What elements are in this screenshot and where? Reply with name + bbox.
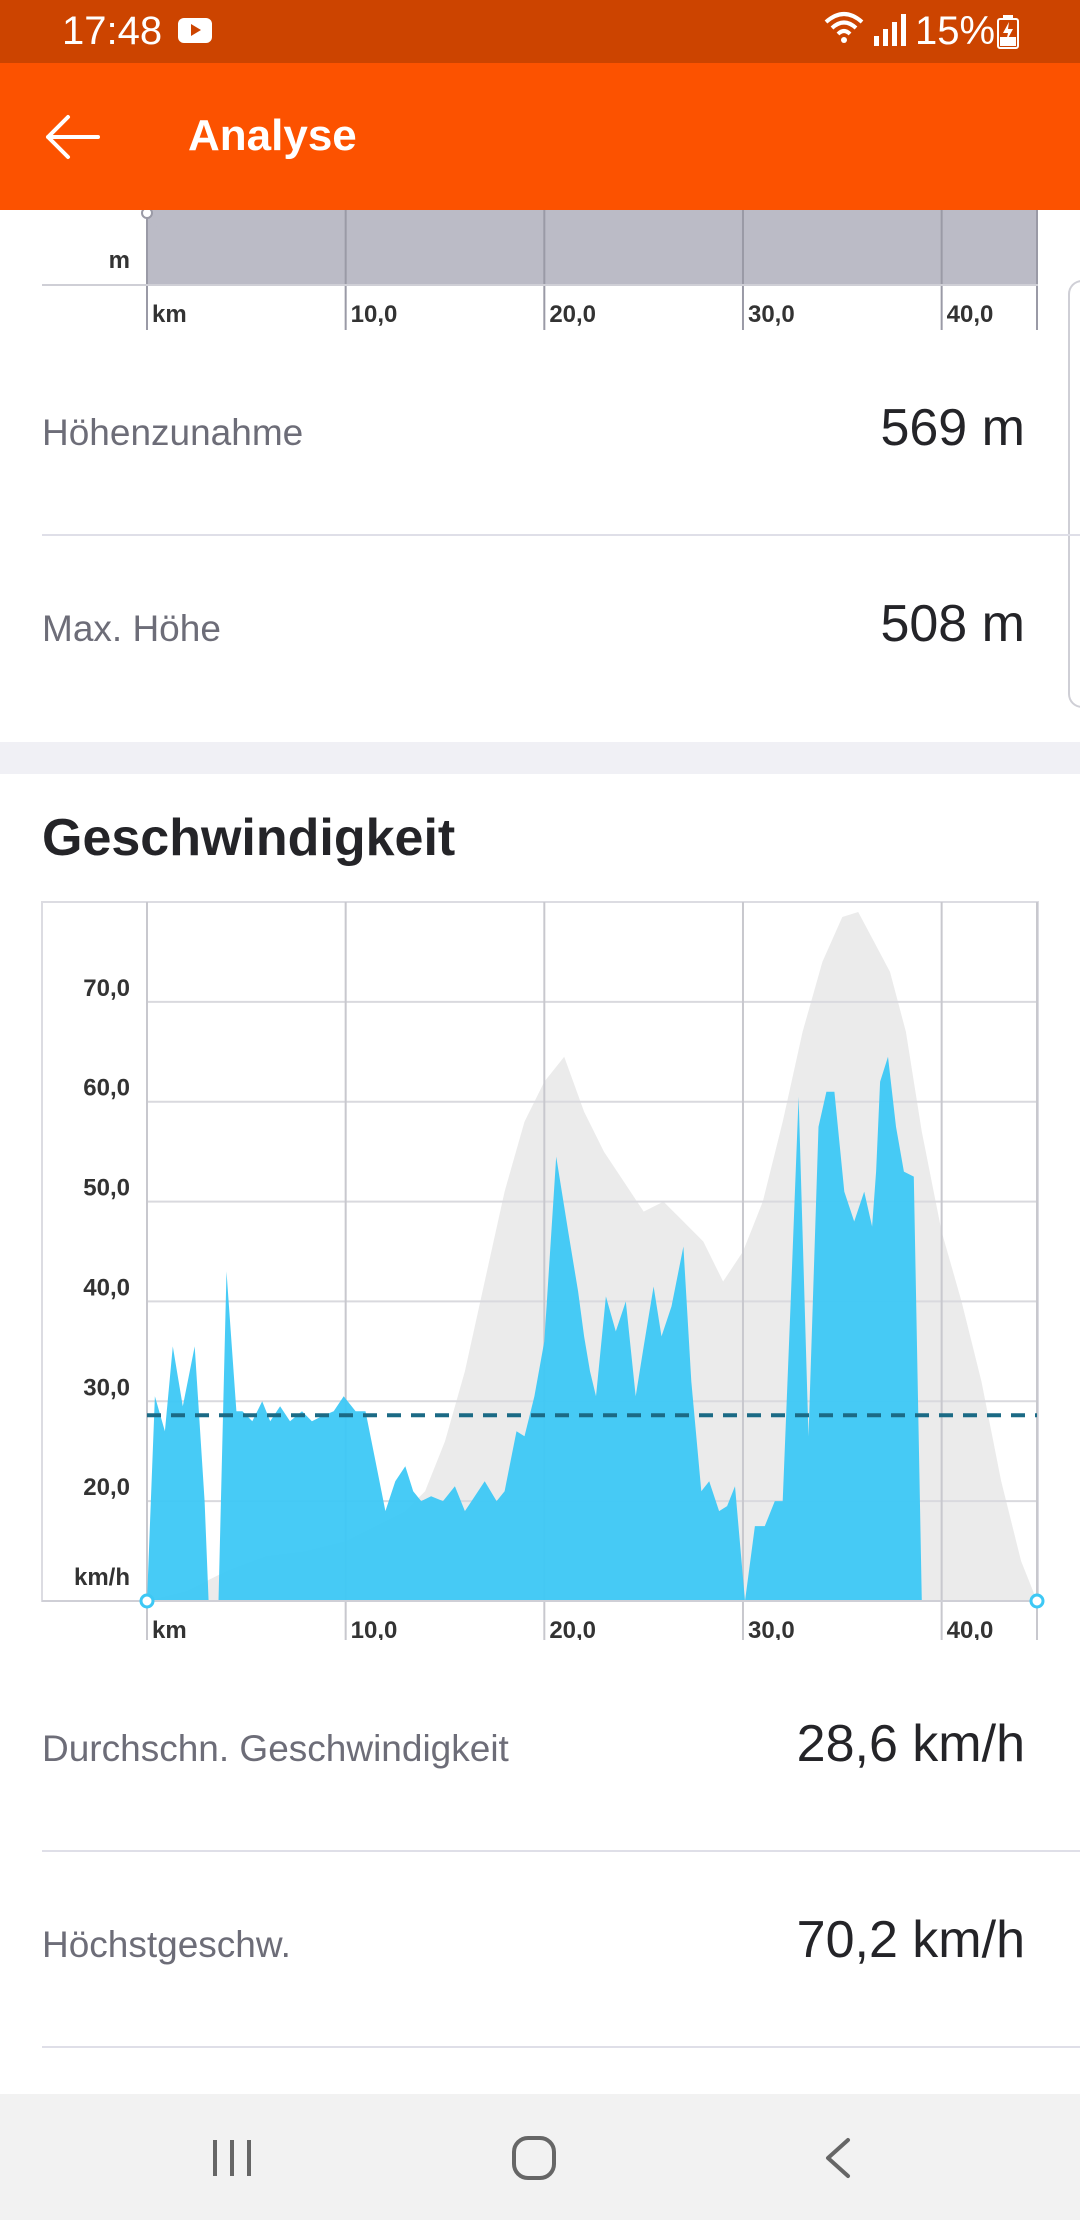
elevation-x-unit: km (152, 301, 187, 328)
wifi-icon (824, 12, 864, 43)
elevation-y-unit: m (109, 247, 130, 274)
status-bar: 17:48 15% (0, 0, 1080, 63)
elevation-x-tick-label: 20,0 (549, 301, 596, 328)
battery-charging-icon (997, 15, 1019, 49)
speed-x-tick-label: 40,0 (947, 1617, 994, 1640)
battery-percentage: 15% (915, 9, 996, 53)
stat-label: Max. Höhe (42, 608, 221, 649)
speed-y-tick-label: 30,0 (83, 1374, 130, 1401)
speed-y-tick-label: 70,0 (83, 975, 130, 1002)
divider (42, 534, 1080, 536)
status-time: 17:48 (62, 9, 163, 53)
elevation-start-marker (141, 210, 153, 219)
app-bar: Analyse (0, 63, 1080, 210)
speed-y-tick-label: 50,0 (83, 1175, 130, 1202)
elevation-x-tick-label: 30,0 (748, 301, 795, 328)
stat-row-average-speed: Durchschn. Geschwindigkeit 28,6 km/h (0, 1656, 1080, 1852)
speed-y-tick-label: 60,0 (83, 1075, 130, 1102)
stat-row-elevation-gain: Höhenzunahme 569 m (0, 340, 1080, 536)
speed-x-unit: km (152, 1617, 187, 1640)
back-icon[interactable] (820, 2136, 856, 2180)
range-start-handle[interactable] (139, 1593, 155, 1609)
stat-label: Durchschn. Geschwindigkeit (42, 1728, 509, 1769)
range-end-handle[interactable] (1029, 1593, 1045, 1609)
arrow-left-icon[interactable] (42, 107, 102, 167)
elevation-chart: m km 10,0 20,0 30,0 40,0 (42, 210, 1038, 330)
stat-label: Höchstgeschw. (42, 1924, 291, 1965)
section-separator (0, 742, 1080, 774)
youtube-icon (178, 18, 212, 43)
speed-x-tick-label: 10,0 (351, 1617, 398, 1640)
stat-value: 28,6 km/h (796, 1715, 1025, 1773)
stat-label: Höhenzunahme (42, 412, 304, 453)
elevation-x-tick-label: 40,0 (947, 301, 994, 328)
speed-x-tick-label: 20,0 (549, 1617, 596, 1640)
speed-x-tick-label: 30,0 (748, 1617, 795, 1640)
speed-area (147, 1056, 1037, 1601)
speed-y-tick-label: 40,0 (83, 1274, 130, 1301)
speed-chart[interactable]: 20,0 30,0 40,0 50,0 60,0 70,0 10,0 20,0 30,0 40,… (0, 890, 1080, 1640)
navigation-bar (0, 2094, 1080, 2220)
stat-value: 70,2 km/h (796, 1911, 1025, 1969)
stat-row-max-speed: Höchstgeschw. 70,2 km/h (0, 1852, 1080, 2048)
section-title-speed: Geschwindigkeit (42, 809, 456, 867)
elevation-x-tick-label: 10,0 (351, 301, 398, 328)
home-icon[interactable] (510, 2134, 558, 2182)
speed-y-tick-label: 20,0 (83, 1474, 130, 1501)
page-title: Analyse (188, 111, 357, 160)
speed-y-unit: km/h (74, 1564, 130, 1591)
stat-value: 569 m (880, 399, 1025, 457)
divider (42, 1850, 1080, 1852)
stat-row-max-elevation: Max. Höhe 508 m (0, 536, 1080, 732)
elevation-profile-top (147, 210, 225, 228)
signal-icon (874, 14, 906, 46)
stat-value: 508 m (880, 595, 1025, 653)
elevation-area (147, 210, 1037, 284)
divider (42, 2046, 1080, 2048)
recent-apps-icon[interactable] (205, 2138, 259, 2178)
